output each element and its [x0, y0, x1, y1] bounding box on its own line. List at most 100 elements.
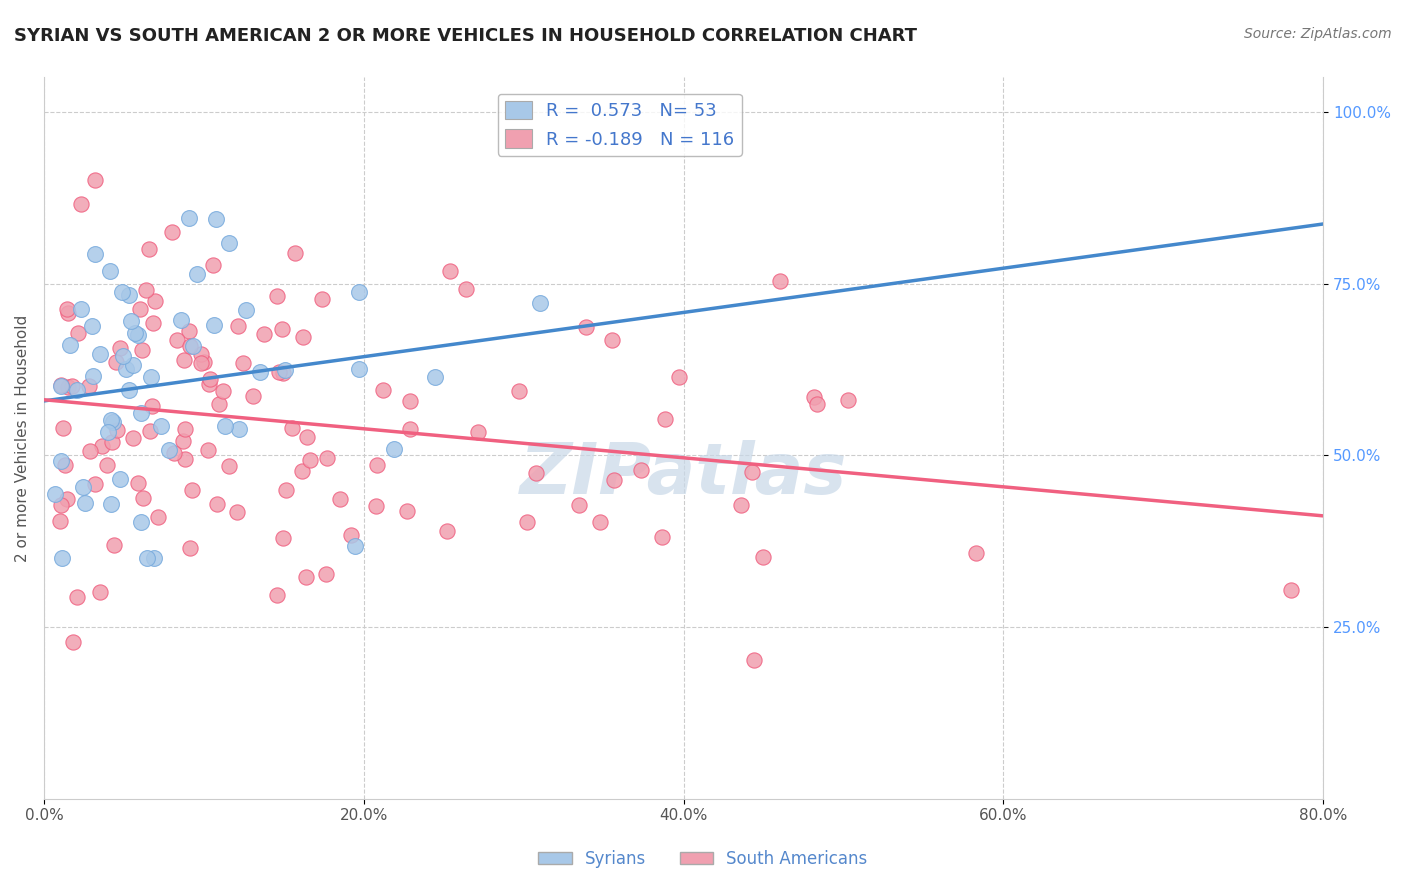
Point	[299, 453, 322, 467]
Point	[89, 585, 111, 599]
Point	[58, 380, 80, 394]
Point	[668, 370, 690, 384]
Point	[803, 390, 825, 404]
Point	[100, 413, 122, 427]
Point	[162, 445, 184, 459]
Point	[208, 397, 231, 411]
Point	[111, 349, 134, 363]
Point	[84, 247, 107, 261]
Point	[467, 425, 489, 439]
Point	[108, 341, 131, 355]
Point	[311, 293, 333, 307]
Point	[198, 372, 221, 386]
Point	[51, 499, 73, 513]
Point	[266, 288, 288, 302]
Point	[72, 480, 94, 494]
Point	[143, 293, 166, 308]
Point	[70, 197, 93, 211]
Legend: Syrians, South Americans: Syrians, South Americans	[531, 844, 875, 875]
Point	[100, 497, 122, 511]
Point	[66, 383, 89, 397]
Point	[382, 442, 405, 456]
Point	[190, 355, 212, 369]
Point	[742, 652, 765, 666]
Point	[172, 434, 194, 449]
Point	[568, 498, 591, 512]
Legend: R =  0.573   N= 53, R = -0.189   N = 116: R = 0.573 N= 53, R = -0.189 N = 116	[498, 94, 741, 156]
Point	[575, 320, 598, 334]
Point	[173, 422, 195, 436]
Point	[276, 483, 298, 497]
Point	[242, 389, 264, 403]
Point	[253, 327, 276, 342]
Point	[177, 324, 200, 338]
Point	[169, 313, 191, 327]
Point	[205, 497, 228, 511]
Point	[270, 321, 292, 335]
Point	[51, 379, 73, 393]
Point	[89, 347, 111, 361]
Point	[211, 384, 233, 398]
Point	[340, 528, 363, 542]
Point	[131, 343, 153, 357]
Point	[84, 477, 107, 491]
Point	[127, 475, 149, 490]
Point	[101, 434, 124, 449]
Point	[131, 491, 153, 505]
Point	[49, 454, 72, 468]
Point	[90, 439, 112, 453]
Point	[70, 301, 93, 316]
Point	[149, 419, 172, 434]
Point	[181, 483, 204, 497]
Point	[218, 236, 240, 251]
Point	[266, 588, 288, 602]
Point	[103, 415, 125, 429]
Point	[273, 363, 295, 377]
Point	[59, 337, 82, 351]
Point	[177, 211, 200, 226]
Point	[49, 514, 72, 528]
Point	[589, 516, 612, 530]
Point	[366, 458, 388, 473]
Point	[508, 384, 530, 398]
Point	[120, 313, 142, 327]
Point	[366, 499, 388, 513]
Point	[139, 369, 162, 384]
Point	[114, 362, 136, 376]
Point	[121, 358, 143, 372]
Point	[49, 377, 72, 392]
Point	[439, 264, 461, 278]
Point	[425, 370, 447, 384]
Point	[349, 361, 371, 376]
Point	[66, 591, 89, 605]
Point	[82, 368, 104, 383]
Point	[751, 550, 773, 565]
Point	[201, 258, 224, 272]
Point	[343, 539, 366, 553]
Point	[67, 326, 90, 340]
Point	[53, 458, 76, 472]
Point	[965, 546, 987, 560]
Point	[730, 498, 752, 512]
Point	[111, 285, 134, 300]
Point	[654, 412, 676, 426]
Point	[179, 339, 201, 353]
Point	[399, 422, 422, 436]
Point	[456, 282, 478, 296]
Point	[183, 339, 205, 353]
Point	[315, 450, 337, 465]
Point	[129, 406, 152, 420]
Point	[249, 366, 271, 380]
Point	[105, 423, 128, 437]
Text: SYRIAN VS SOUTH AMERICAN 2 OR MORE VEHICLES IN HOUSEHOLD CORRELATION CHART: SYRIAN VS SOUTH AMERICAN 2 OR MORE VEHIC…	[14, 27, 917, 45]
Point	[226, 319, 249, 334]
Point	[97, 425, 120, 439]
Point	[280, 421, 302, 435]
Point	[273, 532, 295, 546]
Point	[124, 326, 146, 341]
Point	[62, 635, 84, 649]
Point	[806, 396, 828, 410]
Point	[197, 443, 219, 458]
Point	[603, 473, 626, 487]
Point	[204, 318, 226, 333]
